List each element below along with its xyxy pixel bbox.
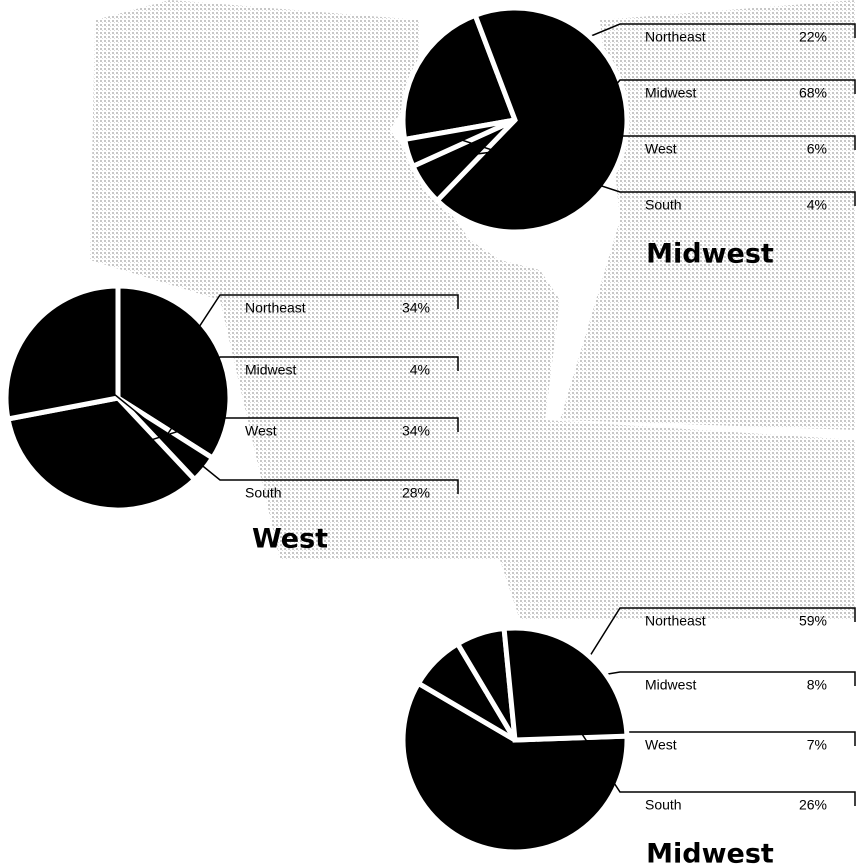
value-label: 7% <box>807 737 827 753</box>
legend-label: Northeast <box>645 29 706 45</box>
pie-slice <box>5 395 199 513</box>
pie-slice <box>3 283 121 422</box>
legend-label: Midwest <box>645 677 696 693</box>
legend-label: Midwest <box>645 85 696 101</box>
leader-line <box>464 135 856 157</box>
pie-slice <box>400 679 630 855</box>
legend-label: South <box>645 797 682 813</box>
leader-line <box>164 356 459 438</box>
legend-label: Northeast <box>645 613 706 629</box>
leader-line <box>455 137 856 206</box>
legend-label: Midwest <box>245 362 296 378</box>
value-label: 28% <box>402 485 430 501</box>
leader-line <box>574 79 856 133</box>
value-label: 26% <box>799 797 827 813</box>
value-label: 4% <box>807 197 827 213</box>
leader-line <box>70 358 459 494</box>
value-label: 34% <box>402 423 430 439</box>
legend-label: West <box>645 737 677 753</box>
legend-label: South <box>245 485 282 501</box>
map-background <box>90 0 856 620</box>
pie-slice <box>501 625 630 743</box>
value-label: 6% <box>807 141 827 157</box>
value-label: 8% <box>807 677 827 693</box>
value-label: 4% <box>410 362 430 378</box>
pie-slice <box>433 5 630 235</box>
leader-line <box>98 417 459 458</box>
value-label: 22% <box>799 29 827 45</box>
leader-line <box>554 693 856 806</box>
legend-label: West <box>245 423 277 439</box>
chart-title: Midwest <box>646 839 774 868</box>
chart-title: West <box>252 524 328 555</box>
legend-label: West <box>645 141 677 157</box>
leader-line <box>171 294 459 369</box>
value-label: 68% <box>799 85 827 101</box>
pie-slice <box>401 117 517 170</box>
chart-title: Midwest <box>646 239 774 270</box>
value-label: 59% <box>799 613 827 629</box>
legend-label: South <box>645 197 682 213</box>
legend-label: Northeast <box>245 300 306 316</box>
value-label: 34% <box>402 300 430 316</box>
